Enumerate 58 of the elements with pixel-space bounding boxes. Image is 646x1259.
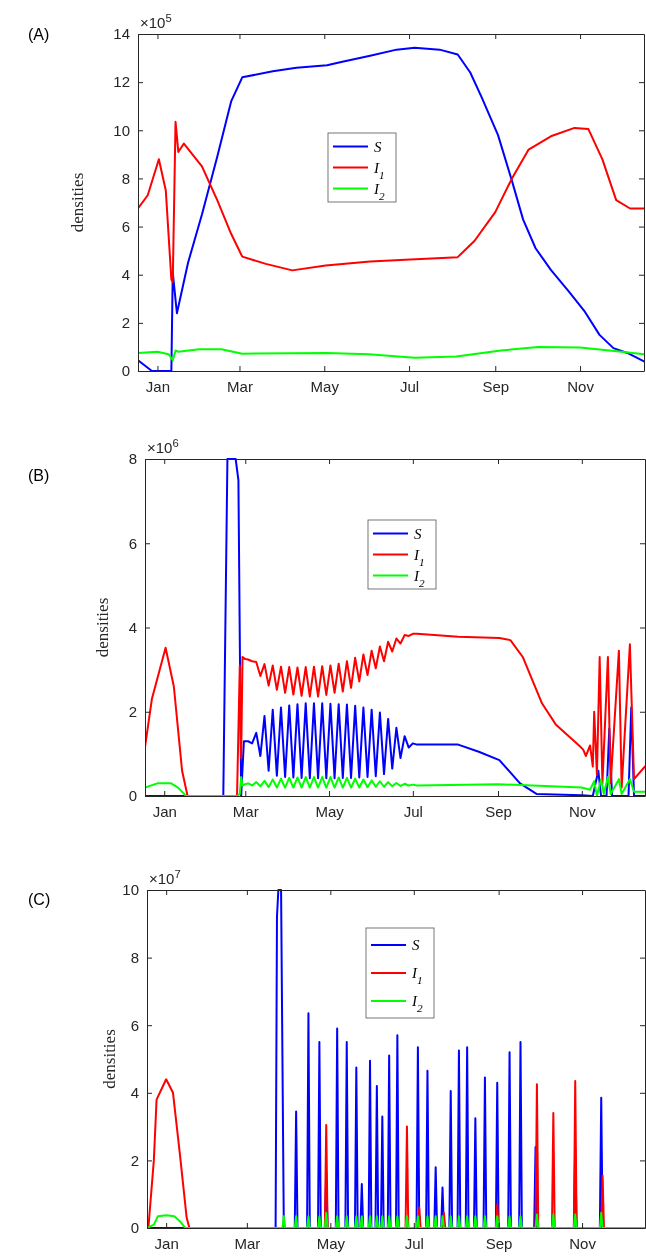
y-tick-label: 8 bbox=[130, 948, 139, 966]
y-tick-label: 12 bbox=[113, 73, 130, 91]
y-axis-title: densities bbox=[93, 597, 112, 658]
legend-label: S bbox=[374, 138, 382, 155]
y-tick-label: 14 bbox=[113, 25, 130, 43]
x-tick-label: Sep bbox=[485, 1234, 513, 1252]
y-axis-title: densities bbox=[100, 1029, 119, 1089]
x-tick-label: Jan bbox=[154, 1234, 179, 1252]
legend-label: I$_{2}$ bbox=[373, 180, 385, 202]
y-tick-label: 0 bbox=[121, 362, 130, 380]
x-tick-label: Jan bbox=[152, 802, 177, 820]
x-tick-label: May bbox=[316, 1234, 346, 1252]
legend-label: I$_{2}$ bbox=[413, 567, 425, 589]
y-tick-label: 2 bbox=[121, 314, 130, 332]
x-tick-label: Mar bbox=[234, 1234, 261, 1252]
chart-title: (B) bbox=[28, 467, 50, 484]
y-tick-label: 4 bbox=[128, 618, 137, 636]
y-tick-label: 6 bbox=[130, 1016, 139, 1034]
line-series bbox=[145, 458, 645, 797]
x-tick-label: Nov bbox=[567, 377, 595, 395]
y-tick-label: 4 bbox=[130, 1084, 139, 1102]
legend-label: I$_{1}$ bbox=[373, 159, 385, 181]
x-tick-label: Nov bbox=[569, 1234, 597, 1252]
text: ×10$^{6}$ bbox=[147, 437, 179, 456]
x-tick-label: Jul bbox=[399, 377, 420, 395]
y-tick-label: 2 bbox=[128, 703, 137, 721]
chart-title: (A) bbox=[28, 26, 50, 43]
y-tick-label: 2 bbox=[130, 1151, 139, 1169]
y-tick-label: 6 bbox=[128, 534, 137, 552]
line-series bbox=[138, 120, 644, 283]
y-axis-title: densities bbox=[68, 172, 87, 233]
text: ×10$^{5}$ bbox=[140, 12, 172, 31]
y-tick-label: 10 bbox=[122, 881, 139, 899]
x-tick-label: Sep bbox=[482, 377, 510, 395]
y-tick-label: 0 bbox=[130, 1219, 139, 1237]
legend-label: S bbox=[414, 525, 422, 542]
legend-label: I$_{2}$ bbox=[411, 993, 423, 1014]
x-tick-label: Sep bbox=[485, 802, 512, 820]
x-tick-label: May bbox=[315, 802, 345, 820]
y-tick-label: 4 bbox=[121, 266, 130, 284]
legend-label: I$_{1}$ bbox=[413, 546, 425, 568]
y-tick-label: 8 bbox=[121, 169, 130, 187]
x-tick-label: May bbox=[310, 377, 340, 395]
y-tick-label: 0 bbox=[128, 787, 137, 805]
legend-label: I$_{1}$ bbox=[411, 965, 423, 986]
y-tick-label: 10 bbox=[113, 121, 130, 139]
legend-label: S bbox=[412, 937, 420, 953]
line-series bbox=[138, 345, 644, 362]
y-tick-label: 6 bbox=[121, 217, 130, 235]
text: ×10$^{7}$ bbox=[149, 868, 181, 887]
chart-title: (C) bbox=[28, 891, 51, 908]
y-tick-label: 8 bbox=[128, 450, 137, 468]
x-tick-label: Jan bbox=[145, 377, 171, 395]
x-tick-label: Mar bbox=[227, 377, 253, 395]
x-tick-label: Jul bbox=[403, 802, 423, 820]
x-tick-label: Mar bbox=[232, 802, 259, 820]
x-tick-label: Jul bbox=[404, 1234, 424, 1252]
x-tick-label: Nov bbox=[568, 802, 597, 820]
